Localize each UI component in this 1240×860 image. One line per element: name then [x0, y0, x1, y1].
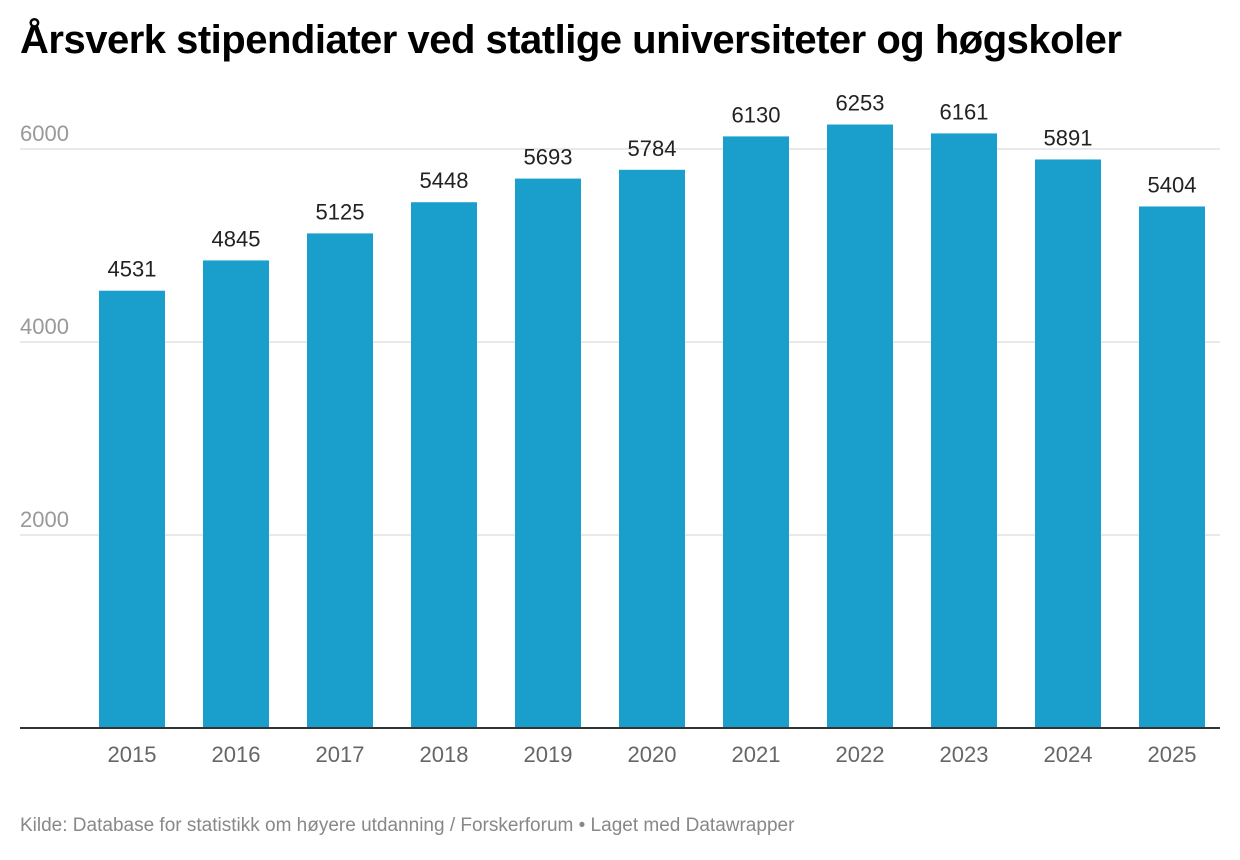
data-label-2018: 5448	[420, 168, 469, 193]
x-tick-label-2020: 2020	[628, 742, 677, 767]
x-tick-label-2016: 2016	[212, 742, 261, 767]
source-note: Kilde: Database for statistikk om høyere…	[20, 815, 795, 836]
data-label-2024: 5891	[1044, 125, 1093, 150]
bar-2019	[515, 178, 581, 728]
x-tick-label-2024: 2024	[1044, 742, 1093, 767]
x-tick-label-2022: 2022	[836, 742, 885, 767]
bar-2021	[723, 136, 789, 728]
y-tick-label: 4000	[20, 314, 69, 339]
data-label-2023: 6161	[940, 99, 989, 124]
bar-2016	[203, 260, 269, 728]
bar-2018	[411, 202, 477, 729]
bar-2025	[1139, 206, 1205, 728]
y-tick-label: 2000	[20, 507, 69, 532]
bars	[99, 124, 1205, 729]
x-tick-label-2018: 2018	[420, 742, 469, 767]
x-tick-label-2019: 2019	[524, 742, 573, 767]
data-label-2015: 4531	[108, 257, 157, 282]
data-label-2017: 5125	[316, 199, 365, 224]
bar-2022	[827, 124, 893, 728]
bar-2020	[619, 169, 685, 728]
x-tick-label-2023: 2023	[940, 742, 989, 767]
data-label-2020: 5784	[628, 136, 677, 161]
bar-2024	[1035, 159, 1101, 728]
bar-2017	[307, 233, 373, 728]
chart-title: Årsverk stipendiater ved statlige univer…	[20, 18, 1122, 62]
x-tick-label-2021: 2021	[732, 742, 781, 767]
x-tick-label-2015: 2015	[108, 742, 157, 767]
data-label-2021: 6130	[732, 102, 781, 127]
x-tick-label-2017: 2017	[316, 742, 365, 767]
data-labels: 4531 4845 5125 5448 5693 5784 6130 6253 6161 5891…	[108, 91, 1197, 282]
x-tick-label-2025: 2025	[1148, 742, 1197, 767]
x-axis-tick-labels: 2015 2016 2017 2018 2019 2020 2021 2022 2023 2024…	[108, 742, 1197, 767]
data-label-2025: 5404	[1148, 172, 1197, 197]
y-tick-label: 6000	[20, 121, 69, 146]
bar-2023	[931, 133, 997, 728]
data-label-2016: 4845	[212, 226, 261, 251]
data-label-2019: 5693	[524, 145, 573, 170]
data-label-2022: 6253	[836, 91, 885, 116]
bar-2015	[99, 290, 165, 728]
